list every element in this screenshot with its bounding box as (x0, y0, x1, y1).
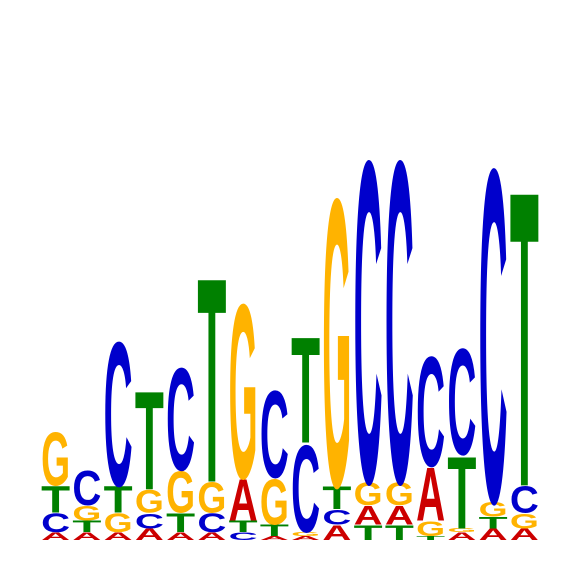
logo-letter-t: T (72, 518, 101, 536)
logo-letter-a: A (104, 530, 133, 542)
logo-letter-c: C (510, 480, 539, 522)
logo-letter-c: C (166, 338, 195, 502)
logo-letter-a: A (510, 526, 539, 544)
logo-letter-t: T (416, 535, 446, 541)
logo-letter-g: G (166, 459, 195, 526)
logo-letter-g: G (260, 467, 289, 539)
logo-letter-g: G (479, 497, 508, 521)
logo-letter-a: A (447, 530, 476, 542)
logo-letter-t: T (135, 363, 164, 520)
logo-letter-t: T (385, 521, 415, 545)
logo-letter-c: C (229, 530, 258, 542)
logo-letter-t: T (479, 514, 508, 532)
logo-letter-g: G (447, 527, 476, 533)
logo-letter-c: C (41, 508, 70, 538)
logo-letter-a: A (416, 452, 445, 537)
logo-letter-t: T (166, 508, 195, 538)
logo-letter-t: T (197, 218, 226, 545)
logo-letter-t: T (41, 479, 70, 521)
logo-letter-c: C (197, 508, 226, 538)
logo-letter-a: A (72, 530, 101, 542)
logo-letter-c: C (354, 66, 383, 566)
logo-letter-c: C (260, 365, 289, 505)
logo-letter-g: G (322, 112, 351, 566)
logo-letter-t: T (354, 521, 384, 545)
logo-letter-t: T (510, 103, 539, 566)
logo-letter-c: C (416, 325, 445, 500)
logo-letter-t: T (229, 518, 258, 536)
logo-letter-g: G (104, 508, 133, 538)
logo-letter-g: G (510, 509, 539, 533)
logo-letter-c: C (447, 317, 476, 487)
logo-letter-g: G (135, 484, 164, 520)
logo-letter-t: T (291, 305, 320, 475)
logo-letter-a: A (354, 501, 383, 531)
logo-letter-a: A (322, 521, 351, 545)
logo-letter-c: C (72, 462, 101, 515)
logo-letter-a: A (41, 530, 70, 542)
logo-letter-a: A (260, 535, 289, 541)
logo-letter-t: T (447, 435, 476, 551)
logo-letter-a: A (197, 530, 226, 542)
logo-letter-g: G (416, 517, 445, 541)
logo-letter-g: G (229, 252, 258, 530)
logo-letter-g: G (291, 531, 320, 537)
logo-letter-a: A (229, 467, 258, 534)
logo-letter-t: T (104, 479, 133, 521)
logo-letter-t: T (260, 521, 289, 539)
logo-letter-a: A (135, 526, 164, 544)
logo-letter-a: A (166, 530, 195, 542)
logo-letter-a: A (385, 501, 414, 531)
logo-letter-a: A (291, 535, 320, 541)
logo-letter-t: T (322, 479, 351, 516)
logo-letter-g: G (197, 473, 226, 522)
logo-letter-g: G (41, 417, 70, 502)
logo-letter-c: C (479, 70, 508, 566)
logo-letter-g: G (354, 476, 383, 512)
logo-letter-a: A (479, 526, 508, 544)
logo-letter-c: C (104, 301, 133, 530)
logo-letter-c: C (291, 419, 320, 559)
logo-letter-g: G (385, 476, 414, 512)
logo-letter-c: C (135, 509, 164, 533)
logo-letter-c: C (385, 66, 414, 566)
logo-letter-c: C (322, 505, 351, 529)
logo-letter-g: G (72, 501, 101, 525)
